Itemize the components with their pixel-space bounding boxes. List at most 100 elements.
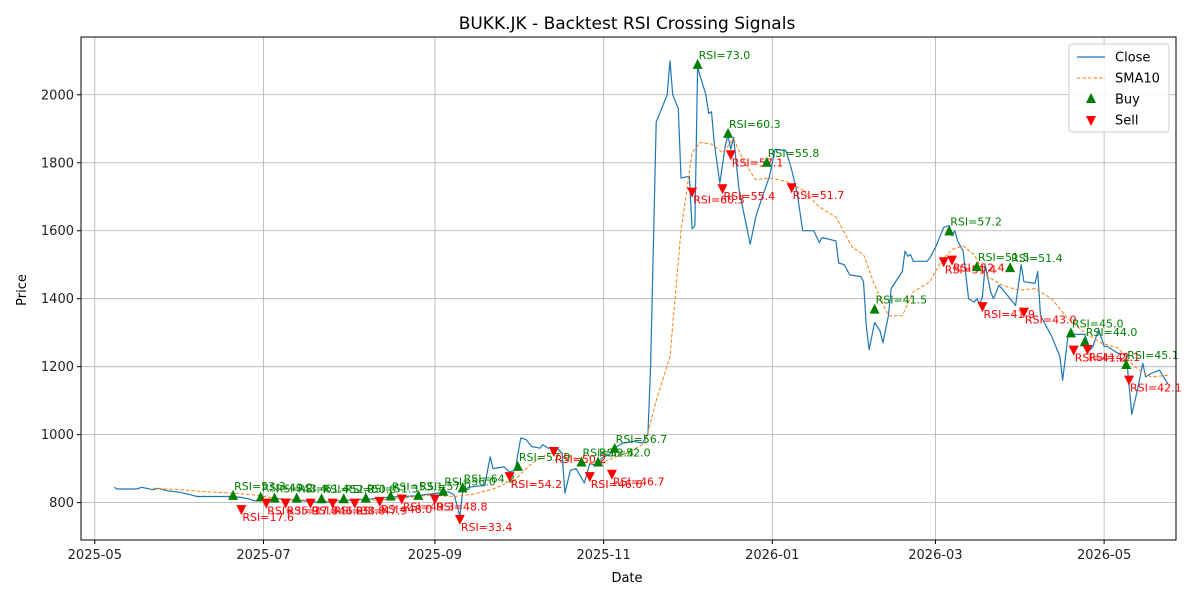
buy-rsi-label: RSI=61.4 — [298, 483, 350, 496]
y-tick-label: 1800 — [41, 156, 74, 171]
buy-marker — [438, 485, 449, 496]
sell-rsi-label: RSI=51.4 — [945, 263, 997, 276]
buy-rsi-label: RSI=52.0 — [599, 447, 651, 460]
sell-marker — [280, 498, 291, 509]
buy-marker — [1121, 358, 1132, 369]
sell-rsi-label: RSI=46.7 — [613, 476, 665, 489]
sell-marker — [236, 505, 247, 516]
buy-marker — [576, 456, 587, 467]
buy-rsi-label: RSI=53.1 — [392, 480, 444, 493]
x-tick-label: 2026-05 — [1077, 548, 1131, 563]
legend-label: Sell — [1115, 114, 1138, 129]
legend-buy-swatch — [1086, 93, 1096, 103]
sell-rsi-label: RSI=43.0 — [1025, 314, 1077, 327]
sell-marker — [687, 187, 698, 198]
sell-marker — [947, 255, 958, 266]
legend-label: Close — [1115, 51, 1150, 66]
sell-rsi-label: RSI=46.6 — [591, 478, 643, 491]
buy-rsi-label: RSI=49.2 — [262, 482, 314, 495]
buy-rsi-label: RSI=43.4 — [276, 483, 328, 496]
chart-title: BUKK.JK - Backtest RSI Crossing Signals — [459, 14, 796, 34]
buy-marker — [338, 493, 349, 504]
sell-rsi-label: RSI=60.3 — [693, 194, 745, 207]
buy-rsi-label: RSI=51.5 — [978, 251, 1030, 264]
sell-rsi-label: RSI=38.8 — [334, 505, 386, 518]
buy-rsi-label: RSI=57.0 — [419, 480, 471, 493]
sell-marker — [938, 257, 949, 268]
sell-rsi-label: RSI=42.1 — [1130, 382, 1182, 395]
sell-rsi-label: RSI=41.2 — [1075, 352, 1127, 365]
buy-rsi-label: RSI=56.0 — [444, 476, 496, 489]
buy-marker — [316, 493, 327, 504]
buy-marker — [609, 442, 620, 453]
buy-rsi-label: RSI=44.0 — [1086, 326, 1138, 339]
buy-rsi-label: RSI=57.9 — [519, 451, 571, 464]
sell-rsi-label: RSI=35.9 — [267, 505, 319, 518]
buy-marker — [1005, 262, 1016, 273]
sell-marker — [305, 498, 316, 509]
buy-rsi-label: RSI=52.0 — [323, 483, 375, 496]
sell-marker — [261, 498, 272, 509]
buy-rsi-label: RSI=55.8 — [768, 147, 820, 160]
buy-marker — [269, 492, 280, 503]
y-tick-label: 1200 — [41, 360, 74, 375]
y-tick-label: 1400 — [41, 292, 74, 307]
sell-rsi-label: RSI=42.1 — [1089, 351, 1141, 364]
buy-rsi-label: RSI=53.3 — [234, 480, 286, 493]
sell-marker — [454, 514, 465, 525]
sell-rsi-label: RSI=37.8 — [287, 505, 339, 518]
sell-marker — [374, 496, 385, 507]
sell-marker — [1123, 375, 1134, 386]
buy-marker — [593, 456, 604, 467]
x-tick-label: 2025-07 — [236, 548, 290, 563]
sell-marker — [725, 150, 736, 161]
y-axis-label: Price — [15, 274, 30, 306]
sell-rsi-label: RSI=46.0 — [312, 505, 364, 518]
x-tick-label: 2025-11 — [576, 548, 630, 563]
sell-marker — [1068, 345, 1079, 356]
buy-rsi-label: RSI=60.3 — [729, 118, 781, 131]
x-tick-label: 2026-03 — [908, 548, 962, 563]
x-axis-ticks: 2025-05 2025-07 2025-09 2025-11 2026-01 2026-… — [68, 540, 1131, 563]
buy-marker — [1079, 336, 1090, 347]
buy-rsi-label: RSI=51.3 — [367, 483, 419, 496]
sell-marker — [786, 183, 797, 194]
buy-rsi-label: RSI=52.4 — [582, 447, 634, 460]
signal-markers: RSI=53.3 RSI=17.6 RSI=49.2 RSI=35.9 RSI=43.4… — [228, 49, 1182, 534]
sma10-line — [152, 138, 1168, 502]
sell-marker — [717, 184, 728, 195]
sell-rsi-label: RSI=17.6 — [242, 511, 294, 524]
sell-rsi-label: RSI=47.9 — [356, 505, 408, 518]
y-tick-label: 1600 — [41, 224, 74, 239]
sell-marker — [977, 302, 988, 313]
buy-marker — [291, 492, 302, 503]
buy-marker — [971, 261, 982, 272]
buy-marker — [761, 156, 772, 167]
grid-lines — [81, 37, 1176, 540]
legend-sell-swatch — [1086, 116, 1096, 126]
buy-marker — [512, 460, 523, 471]
x-tick-label: 2025-09 — [408, 548, 462, 563]
x-axis-label: Date — [611, 571, 642, 586]
buy-marker — [385, 490, 396, 501]
x-tick-label: 2025-05 — [68, 548, 122, 563]
sell-marker — [548, 446, 559, 457]
buy-marker — [228, 489, 239, 500]
y-axis-ticks: 800 1000 1200 1400 1600 1800 2000 — [41, 88, 81, 511]
legend-label: Buy — [1115, 93, 1140, 108]
y-tick-label: 800 — [49, 496, 74, 511]
buy-rsi-label: RSI=45.1 — [1127, 349, 1179, 362]
sell-rsi-label: RSI=48.0 — [381, 503, 433, 516]
buy-marker — [944, 225, 955, 236]
buy-marker — [413, 489, 424, 500]
sell-marker — [1082, 344, 1093, 355]
sell-marker — [349, 498, 360, 509]
buy-rsi-label: RSI=41.5 — [876, 294, 928, 307]
sell-marker — [584, 472, 595, 483]
buy-marker — [360, 492, 371, 503]
sell-marker — [504, 472, 515, 483]
buy-rsi-label: RSI=50.0 — [345, 483, 397, 496]
sell-rsi-label: RSI=51.7 — [793, 189, 845, 202]
buy-rsi-label: RSI=57.2 — [950, 215, 1002, 228]
